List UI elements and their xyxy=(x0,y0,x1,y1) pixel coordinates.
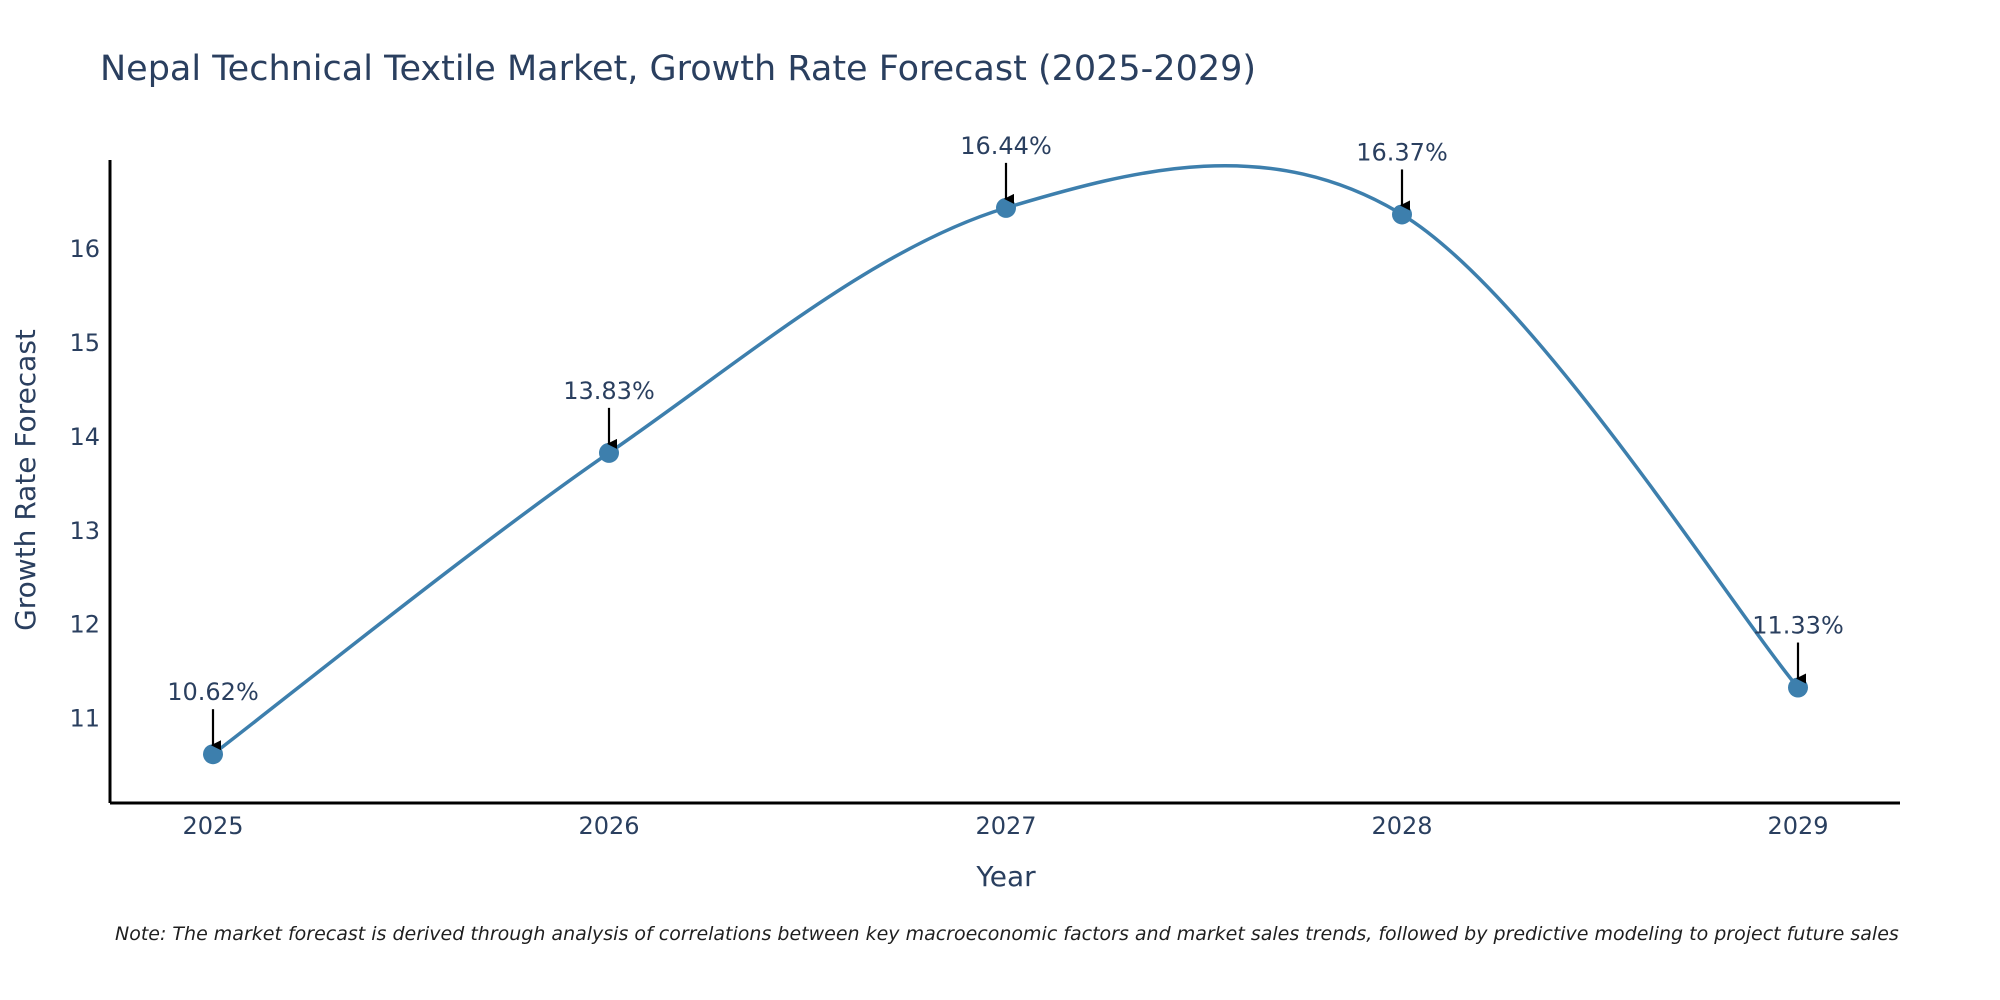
data-point xyxy=(203,744,223,765)
data-label: 16.37% xyxy=(1356,138,1448,166)
data-annotations: 10.62% 13.83% 16.44% 16.37% 11.33% xyxy=(167,132,1844,751)
x-axis-title: Year xyxy=(975,860,1036,893)
x-tick-label: 2029 xyxy=(1767,812,1828,840)
data-label: 11.33% xyxy=(1752,612,1844,640)
data-label: 16.44% xyxy=(960,132,1052,160)
y-tick-label: 15 xyxy=(69,329,100,357)
y-axis-title: Growth Rate Forecast xyxy=(9,329,42,631)
x-tick-label: 2026 xyxy=(578,812,639,840)
x-tick-label: 2025 xyxy=(182,812,243,840)
data-point xyxy=(1788,677,1808,698)
data-point xyxy=(599,442,619,463)
y-tick-label: 12 xyxy=(69,611,100,639)
x-tick-label: 2027 xyxy=(975,812,1036,840)
y-tick-label: 16 xyxy=(69,235,100,263)
data-label: 13.83% xyxy=(563,377,655,405)
data-point xyxy=(1392,204,1412,225)
footnote: Note: The market forecast is derived thr… xyxy=(115,923,1899,945)
y-tick-label: 13 xyxy=(69,517,100,545)
chart-title: Nepal Technical Textile Market, Growth R… xyxy=(100,49,1256,89)
data-label: 10.62% xyxy=(167,678,259,706)
x-tick-labels: 2025 2026 2027 2028 2029 xyxy=(182,812,1828,840)
x-tick-label: 2028 xyxy=(1371,812,1432,840)
y-tick-labels: 11 12 13 14 15 16 xyxy=(69,235,100,732)
series-line xyxy=(211,164,1800,756)
y-tick-label: 14 xyxy=(69,423,100,451)
y-tick-label: 11 xyxy=(69,705,100,733)
data-point xyxy=(996,197,1016,218)
data-markers xyxy=(203,197,1808,765)
